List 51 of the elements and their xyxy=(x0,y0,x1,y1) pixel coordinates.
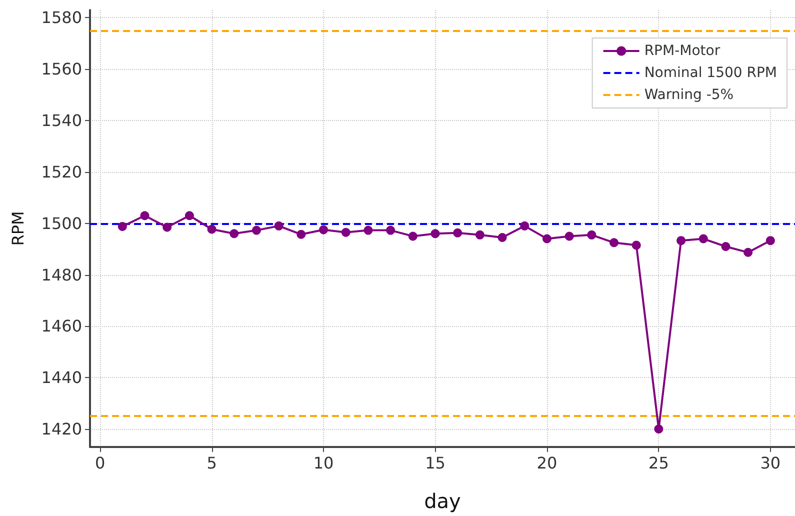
y-tick-label: 1520 xyxy=(41,162,82,182)
y-tick-label: 1480 xyxy=(41,265,82,284)
point xyxy=(184,211,194,220)
point xyxy=(118,222,127,231)
x-tick-label: 10 xyxy=(313,454,334,472)
point xyxy=(140,211,150,220)
x-axis-title: day xyxy=(424,489,462,513)
point xyxy=(274,221,284,230)
legend-label: Nominal 1500 RPM xyxy=(644,65,777,81)
point xyxy=(162,222,172,232)
y-tick-label: 1540 xyxy=(41,111,82,130)
point xyxy=(632,240,641,250)
point xyxy=(520,221,530,230)
point xyxy=(498,233,507,242)
point xyxy=(207,224,216,234)
point xyxy=(453,228,462,238)
point xyxy=(766,236,775,246)
point xyxy=(654,424,664,434)
x-tick-label: 15 xyxy=(425,454,446,472)
point xyxy=(296,230,306,239)
legend-label: RPM-Motor xyxy=(644,43,720,59)
point xyxy=(386,226,396,235)
y-tick-label: 1440 xyxy=(41,368,82,388)
point xyxy=(542,234,552,244)
point xyxy=(364,226,373,235)
point xyxy=(252,226,261,235)
y-axis-title: RPM xyxy=(8,211,28,246)
x-tick-label: 20 xyxy=(536,454,558,472)
legend-label: Warning -5% xyxy=(644,87,734,103)
point xyxy=(698,234,708,244)
point xyxy=(341,228,350,237)
point xyxy=(744,248,753,257)
point xyxy=(230,229,239,238)
point xyxy=(721,242,730,251)
point xyxy=(676,236,686,246)
x-tick-label: 0 xyxy=(94,454,106,472)
x-tick-label: 25 xyxy=(648,454,669,472)
point xyxy=(408,232,418,241)
y-tick-label: 1460 xyxy=(41,316,82,336)
point xyxy=(319,225,328,234)
y-tick-label: 1500 xyxy=(41,214,82,233)
y-tick-label: 1580 xyxy=(41,8,82,28)
point xyxy=(475,230,484,240)
point xyxy=(430,229,440,238)
x-tick-label: 5 xyxy=(206,454,217,472)
x-tick-label: 30 xyxy=(760,454,781,472)
point xyxy=(610,238,618,248)
y-tick-label: 1560 xyxy=(41,60,82,79)
point xyxy=(564,232,574,241)
point xyxy=(587,230,596,240)
y-tick-label: 1420 xyxy=(41,420,82,439)
